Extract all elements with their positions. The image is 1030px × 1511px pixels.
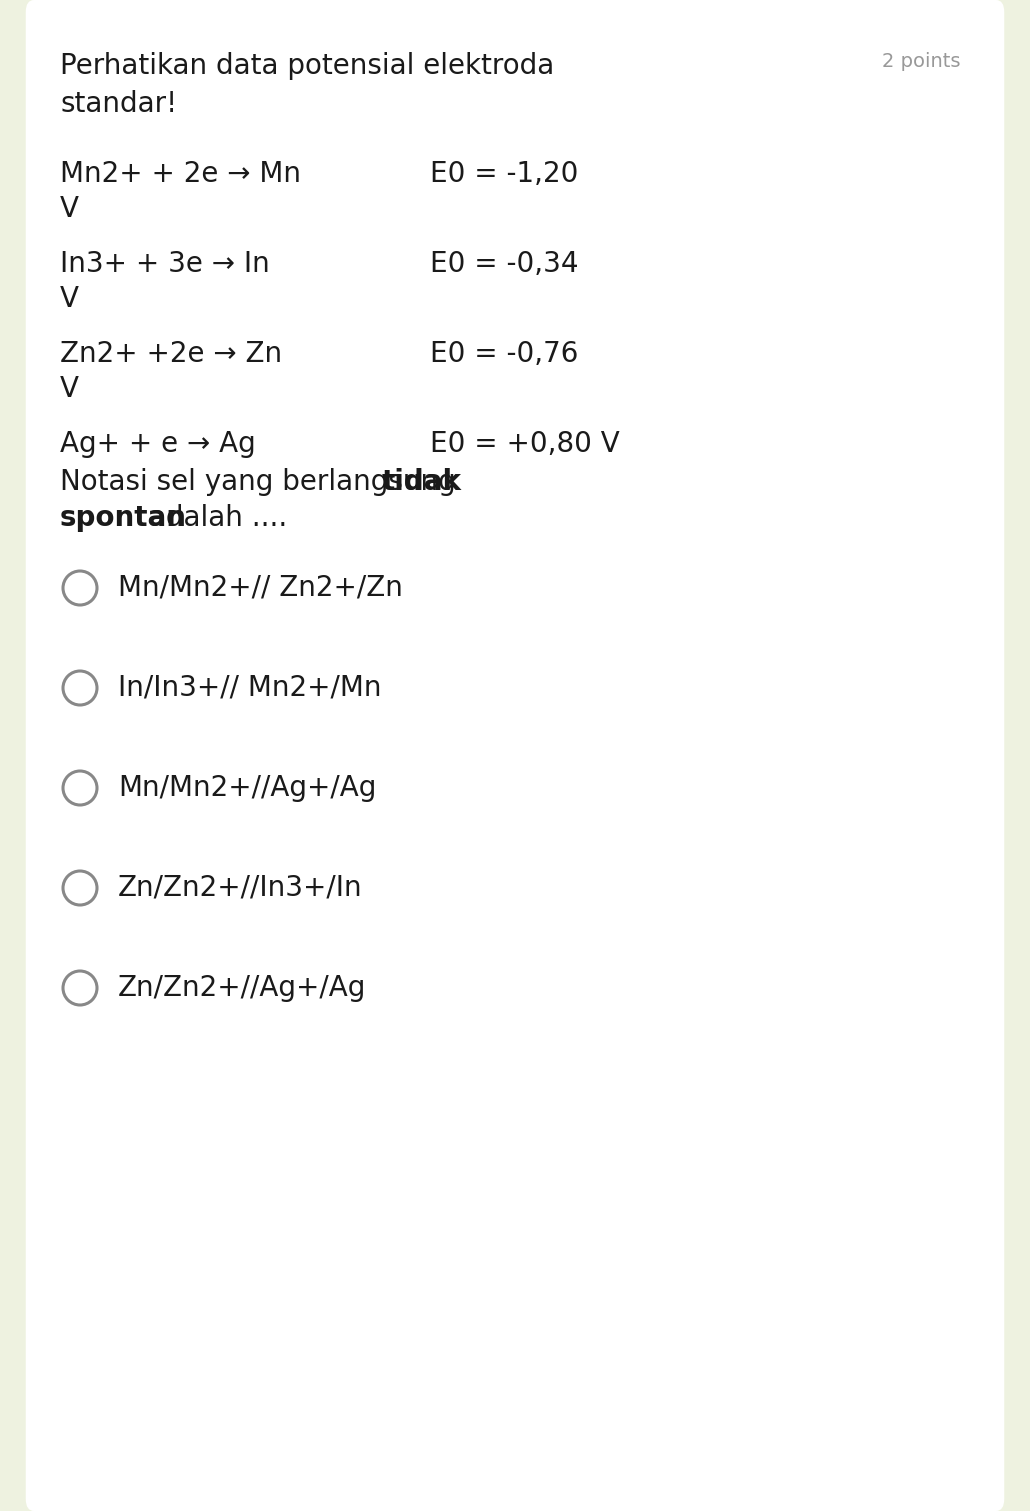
Text: In/In3+// Mn2+/Mn: In/In3+// Mn2+/Mn — [118, 674, 381, 703]
Text: Zn/Zn2+//In3+/In: Zn/Zn2+//In3+/In — [118, 873, 363, 902]
Text: Zn/Zn2+//Ag+/Ag: Zn/Zn2+//Ag+/Ag — [118, 975, 367, 1002]
Text: 2 points: 2 points — [882, 51, 960, 71]
Text: V: V — [60, 375, 79, 403]
Text: E0 = -0,34: E0 = -0,34 — [430, 249, 579, 278]
Text: E0 = -0,76: E0 = -0,76 — [430, 340, 579, 369]
Text: tidak: tidak — [382, 468, 462, 496]
Text: Ag+ + e → Ag: Ag+ + e → Ag — [60, 431, 255, 458]
Text: Perhatikan data potensial elektroda: Perhatikan data potensial elektroda — [60, 51, 554, 80]
Text: standar!: standar! — [60, 91, 177, 118]
Text: Mn/Mn2+// Zn2+/Zn: Mn/Mn2+// Zn2+/Zn — [118, 574, 403, 601]
Text: Zn2+ +2e → Zn: Zn2+ +2e → Zn — [60, 340, 282, 369]
Text: In3+ + 3e → In: In3+ + 3e → In — [60, 249, 270, 278]
Text: V: V — [60, 286, 79, 313]
Text: spontan: spontan — [60, 505, 187, 532]
Text: Mn2+ + 2e → Mn: Mn2+ + 2e → Mn — [60, 160, 301, 187]
Text: Notasi sel yang berlangsung: Notasi sel yang berlangsung — [60, 468, 465, 496]
Text: E0 = -1,20: E0 = -1,20 — [430, 160, 579, 187]
Text: V: V — [60, 195, 79, 224]
Text: E0 = +0,80 V: E0 = +0,80 V — [430, 431, 620, 458]
Text: Mn/Mn2+//Ag+/Ag: Mn/Mn2+//Ag+/Ag — [118, 774, 376, 802]
Text: adalah ....: adalah .... — [140, 505, 287, 532]
